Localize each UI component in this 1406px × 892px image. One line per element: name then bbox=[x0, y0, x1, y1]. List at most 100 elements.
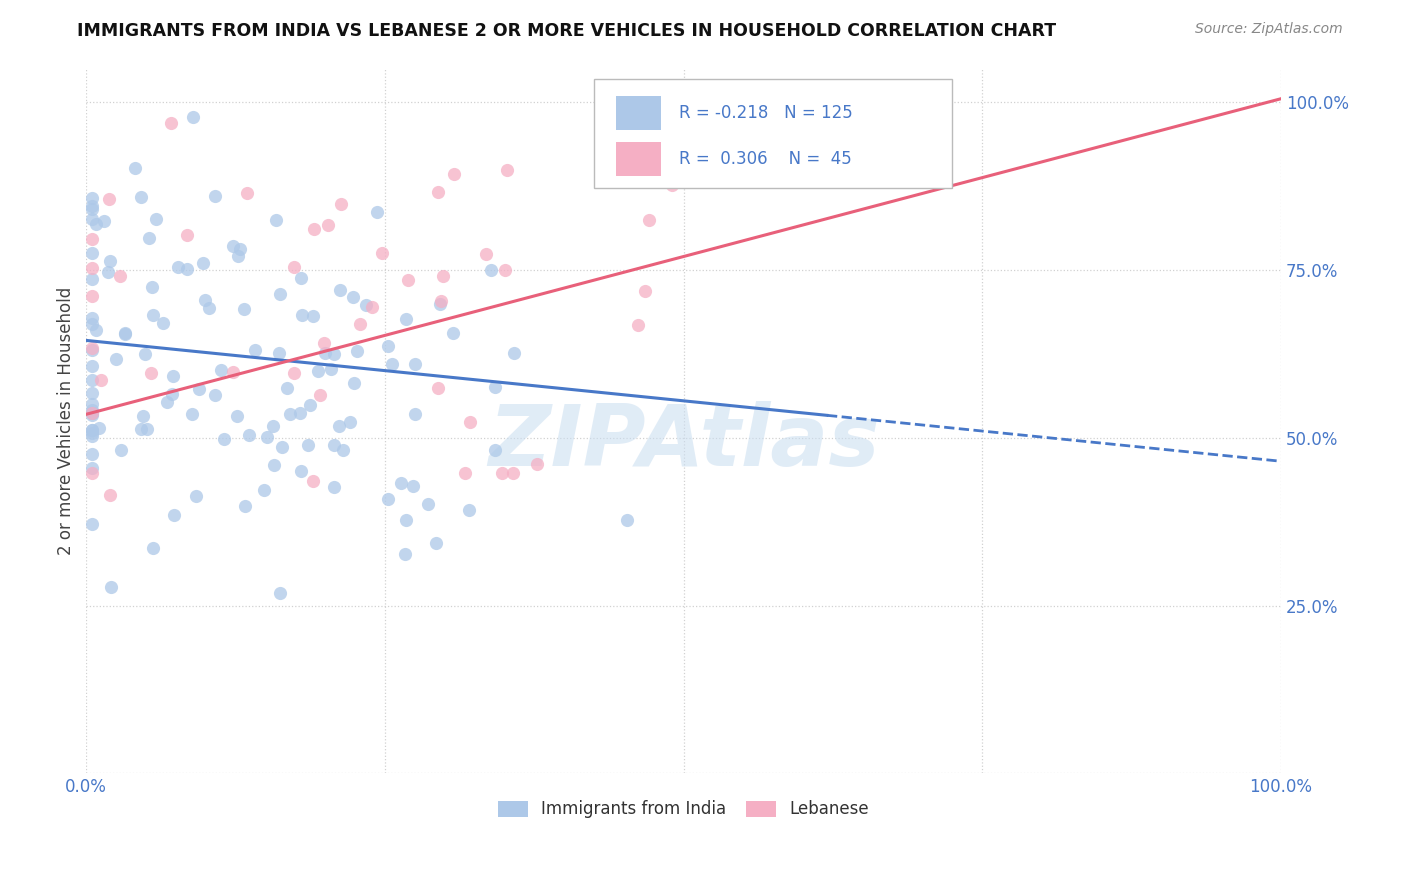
Point bbox=[377, 338, 399, 352]
Point bbox=[131, 190, 153, 204]
Point bbox=[204, 188, 226, 202]
Point bbox=[366, 205, 388, 219]
Point bbox=[346, 344, 368, 359]
Point bbox=[228, 242, 250, 256]
Point bbox=[82, 199, 104, 213]
Point bbox=[280, 407, 302, 421]
Point bbox=[108, 269, 131, 284]
FancyBboxPatch shape bbox=[593, 79, 952, 188]
Point bbox=[270, 440, 292, 454]
Point bbox=[181, 110, 204, 124]
Point bbox=[110, 443, 132, 458]
Point bbox=[491, 467, 513, 481]
Point bbox=[82, 341, 104, 355]
Point bbox=[184, 489, 207, 503]
Point bbox=[87, 421, 110, 435]
Text: IMMIGRANTS FROM INDIA VS LEBANESE 2 OR MORE VEHICLES IN HOUSEHOLD CORRELATION CH: IMMIGRANTS FROM INDIA VS LEBANESE 2 OR M… bbox=[77, 22, 1056, 40]
Point bbox=[82, 466, 104, 480]
Bar bbox=[616, 96, 661, 130]
Point bbox=[82, 423, 104, 437]
Point bbox=[342, 290, 364, 304]
Point bbox=[245, 343, 267, 358]
Point bbox=[134, 347, 156, 361]
Point bbox=[236, 186, 259, 201]
Point bbox=[330, 197, 353, 211]
Point bbox=[100, 254, 122, 268]
Point bbox=[426, 186, 449, 200]
Point bbox=[314, 346, 336, 360]
Point bbox=[194, 293, 217, 307]
Point bbox=[395, 512, 418, 526]
Legend: Immigrants from India, Lebanese: Immigrants from India, Lebanese bbox=[491, 794, 876, 825]
Point bbox=[138, 231, 160, 245]
Point bbox=[343, 376, 366, 390]
Point bbox=[105, 352, 128, 367]
Point bbox=[232, 301, 254, 316]
Point bbox=[141, 367, 163, 381]
Point bbox=[222, 239, 245, 253]
Point bbox=[312, 336, 335, 351]
Point bbox=[458, 415, 481, 429]
Point bbox=[283, 260, 305, 274]
Point bbox=[307, 364, 329, 378]
Point bbox=[82, 191, 104, 205]
Point bbox=[321, 361, 343, 376]
Point bbox=[283, 366, 305, 380]
Point bbox=[299, 398, 322, 412]
Point bbox=[323, 437, 346, 451]
Point bbox=[418, 497, 440, 511]
Point bbox=[212, 432, 235, 446]
Point bbox=[225, 409, 247, 424]
Point bbox=[430, 294, 453, 309]
Point bbox=[323, 347, 346, 361]
Point bbox=[302, 474, 325, 488]
Point bbox=[290, 271, 312, 285]
Point bbox=[339, 415, 361, 429]
Point bbox=[404, 357, 426, 371]
Point bbox=[297, 437, 319, 451]
Point bbox=[290, 406, 312, 420]
Point bbox=[187, 382, 209, 396]
Point bbox=[191, 256, 214, 270]
Text: R =  0.306    N =  45: R = 0.306 N = 45 bbox=[679, 150, 852, 168]
Point bbox=[332, 443, 354, 458]
Point bbox=[100, 580, 122, 594]
Point bbox=[82, 429, 104, 443]
Point bbox=[97, 265, 120, 279]
Point bbox=[98, 192, 121, 206]
Point bbox=[269, 585, 291, 599]
Point bbox=[458, 503, 481, 517]
Point bbox=[302, 309, 325, 323]
Point bbox=[263, 458, 285, 473]
Point bbox=[198, 301, 221, 315]
Point bbox=[167, 260, 190, 274]
Point bbox=[291, 308, 314, 322]
Point bbox=[253, 483, 276, 497]
Point bbox=[396, 273, 419, 287]
Y-axis label: 2 or more Vehicles in Household: 2 or more Vehicles in Household bbox=[58, 287, 75, 555]
Point bbox=[454, 466, 477, 480]
Point bbox=[394, 547, 416, 561]
Point bbox=[349, 317, 371, 331]
Point bbox=[441, 326, 464, 340]
Bar bbox=[616, 142, 661, 176]
Point bbox=[401, 479, 423, 493]
Point bbox=[226, 249, 249, 263]
Point bbox=[82, 202, 104, 217]
Point bbox=[82, 406, 104, 420]
Point bbox=[221, 365, 243, 379]
Point bbox=[204, 388, 226, 402]
Point bbox=[82, 272, 104, 286]
Point bbox=[269, 346, 291, 360]
Point bbox=[496, 162, 519, 177]
Point bbox=[82, 426, 104, 441]
Point bbox=[526, 457, 548, 471]
Text: ZIPAtlas: ZIPAtlas bbox=[488, 401, 879, 483]
Point bbox=[82, 317, 104, 331]
Point bbox=[160, 116, 183, 130]
Point bbox=[479, 263, 502, 277]
Text: Source: ZipAtlas.com: Source: ZipAtlas.com bbox=[1195, 22, 1343, 37]
Point bbox=[84, 217, 107, 231]
Point bbox=[82, 447, 104, 461]
Point bbox=[638, 213, 661, 227]
